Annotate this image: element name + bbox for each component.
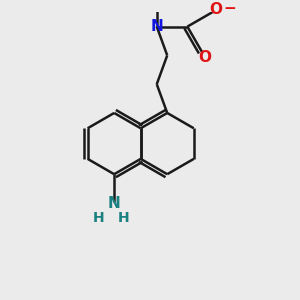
Text: O: O <box>198 50 211 65</box>
Text: H: H <box>92 211 104 225</box>
Text: N: N <box>150 19 163 34</box>
Text: O: O <box>209 2 222 17</box>
Text: N: N <box>108 196 121 211</box>
Text: H: H <box>118 211 129 225</box>
Text: −: − <box>224 1 236 16</box>
